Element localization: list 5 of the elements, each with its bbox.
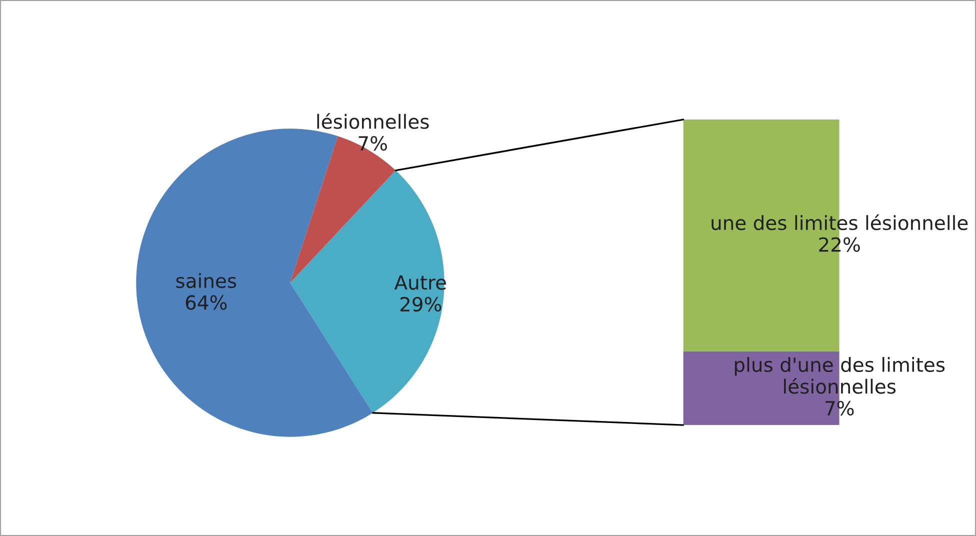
data-label: 7%: [358, 136, 387, 151]
data-label: 29%: [400, 296, 442, 312]
slice-label: saines: [176, 273, 236, 288]
data-label: 64%: [186, 295, 227, 310]
slice-label: lésionnelles: [317, 113, 429, 129]
